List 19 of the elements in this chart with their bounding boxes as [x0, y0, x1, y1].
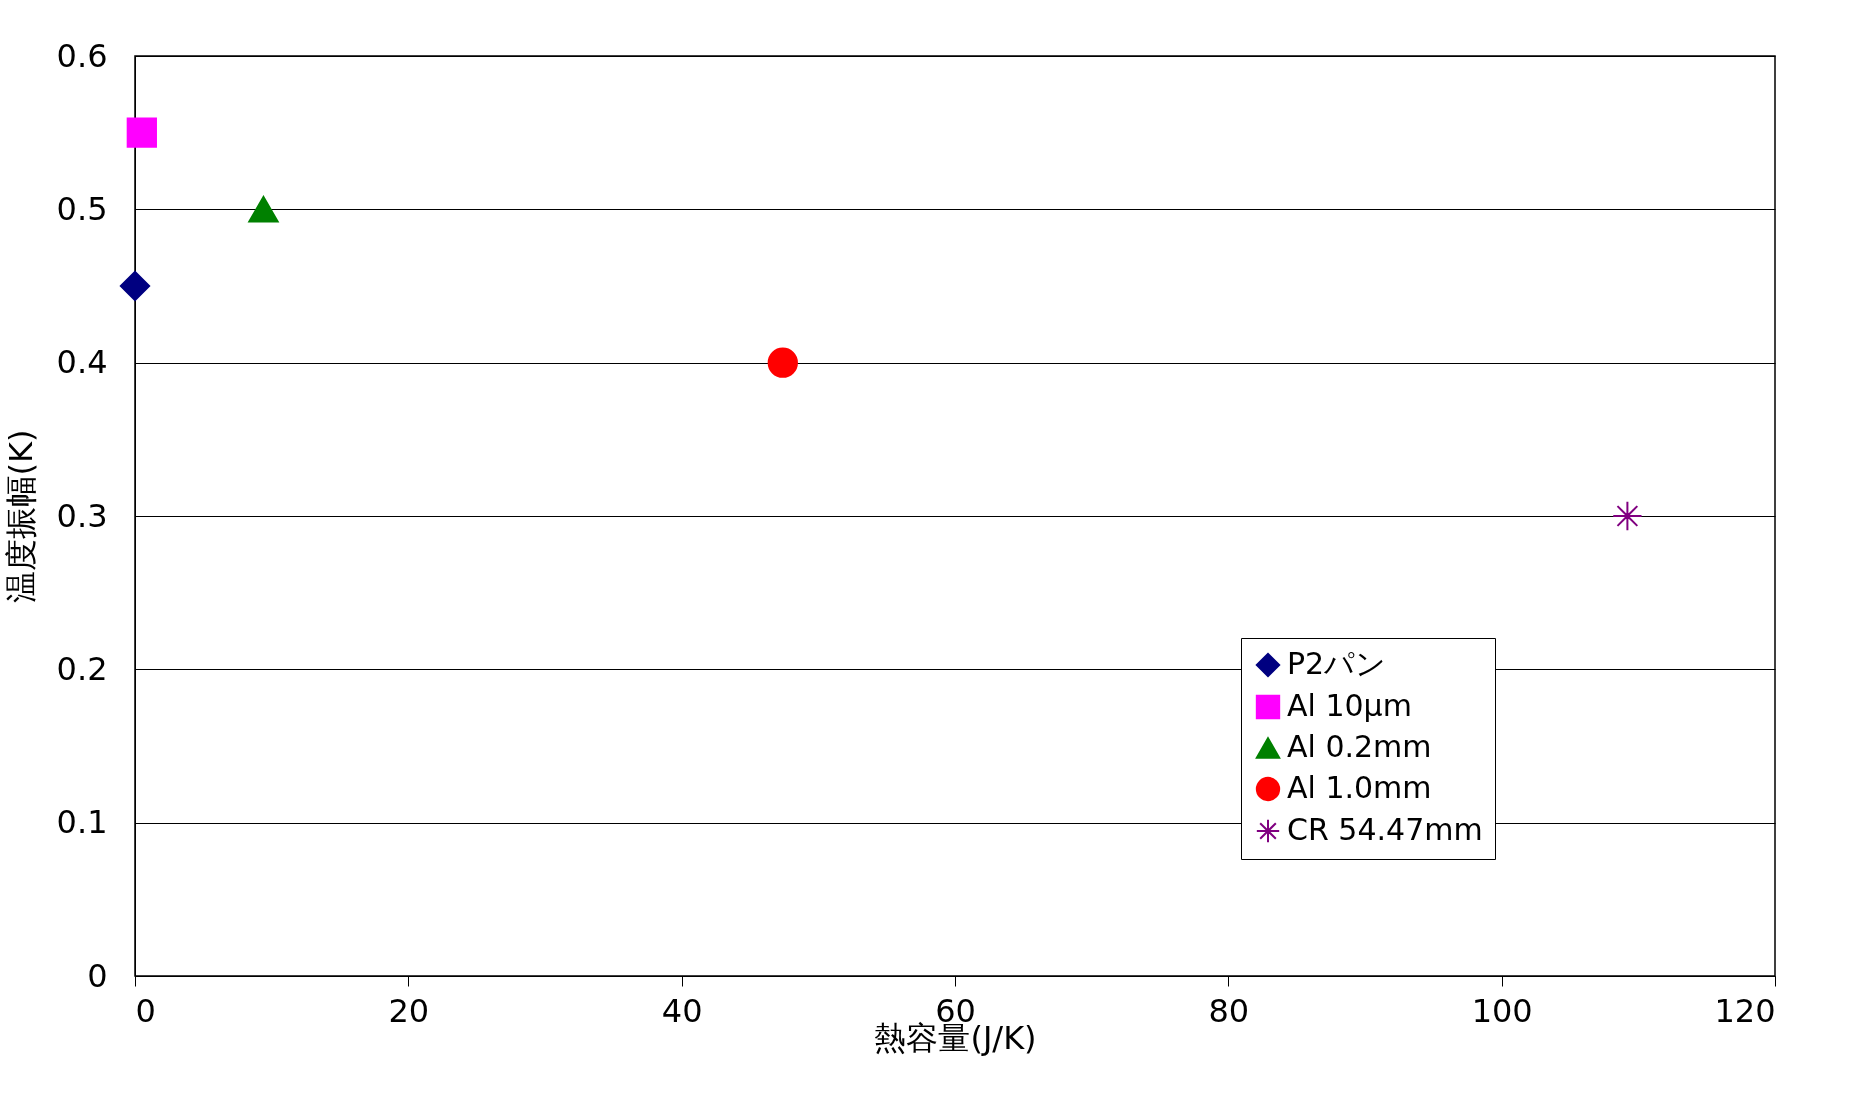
y-tick-label: 0.5: [56, 189, 108, 228]
x-tick-label: 120: [1714, 991, 1776, 1030]
legend-label: CR 54.47mm: [1287, 812, 1483, 847]
y-tick-label: 0.2: [56, 649, 108, 688]
legend-label: Al 0.2mm: [1287, 729, 1432, 764]
x-tick-label: 80: [1208, 991, 1250, 1030]
x-tick-label: 100: [1471, 991, 1533, 1030]
legend-label: Al 10μm: [1287, 688, 1412, 723]
y-tick-label: 0.3: [56, 496, 108, 535]
y-tick-label: 0.6: [56, 36, 108, 75]
y-tick-label: 0.4: [56, 343, 108, 382]
y-tick-label: 0.1: [56, 803, 108, 842]
x-tick-label: 20: [388, 991, 430, 1030]
y-tick-label: 0: [87, 956, 108, 995]
y-axis-title: 温度振幅(K): [1, 429, 40, 604]
legend-label: P2パン: [1287, 646, 1387, 681]
legend-label: Al 1.0mm: [1287, 770, 1432, 805]
x-tick-label: 0: [135, 991, 156, 1030]
x-tick-label: 40: [661, 991, 703, 1030]
